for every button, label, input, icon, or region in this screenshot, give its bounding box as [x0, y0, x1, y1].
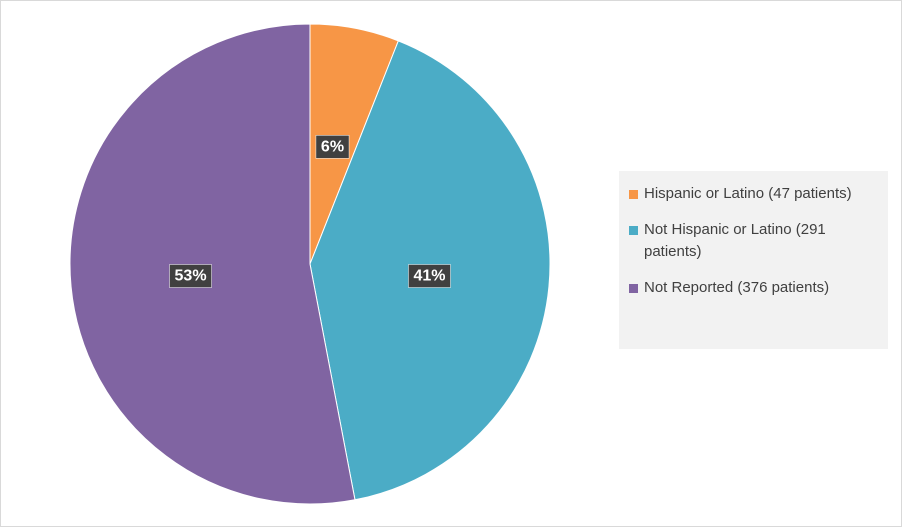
legend-item: Not Hispanic or Latino (291 patients) — [629, 219, 869, 263]
data-label-box — [408, 264, 451, 288]
data-label-text: 53% — [175, 268, 207, 285]
data-label: 41% — [408, 264, 451, 288]
data-label-box — [169, 264, 212, 288]
data-label-text: 6% — [321, 138, 344, 155]
legend-item: Not Reported (376 patients) — [629, 277, 869, 299]
legend-item: Hispanic or Latino (47 patients) — [629, 183, 869, 205]
data-label-text: 41% — [413, 268, 445, 285]
data-label-box — [315, 135, 350, 159]
legend-swatch — [629, 284, 638, 293]
legend-label: Not Hispanic or Latino (291 patients) — [644, 221, 826, 260]
legend-swatch — [629, 226, 638, 235]
pie-slice — [69, 23, 356, 505]
legend-label: Hispanic or Latino (47 patients) — [644, 185, 852, 202]
data-label: 6% — [315, 135, 350, 159]
data-label: 53% — [169, 264, 212, 288]
legend: Hispanic or Latino (47 patients) Not Hisp… — [619, 171, 888, 349]
legend-swatch — [629, 190, 638, 199]
legend-label: Not Reported (376 patients) — [644, 279, 830, 296]
